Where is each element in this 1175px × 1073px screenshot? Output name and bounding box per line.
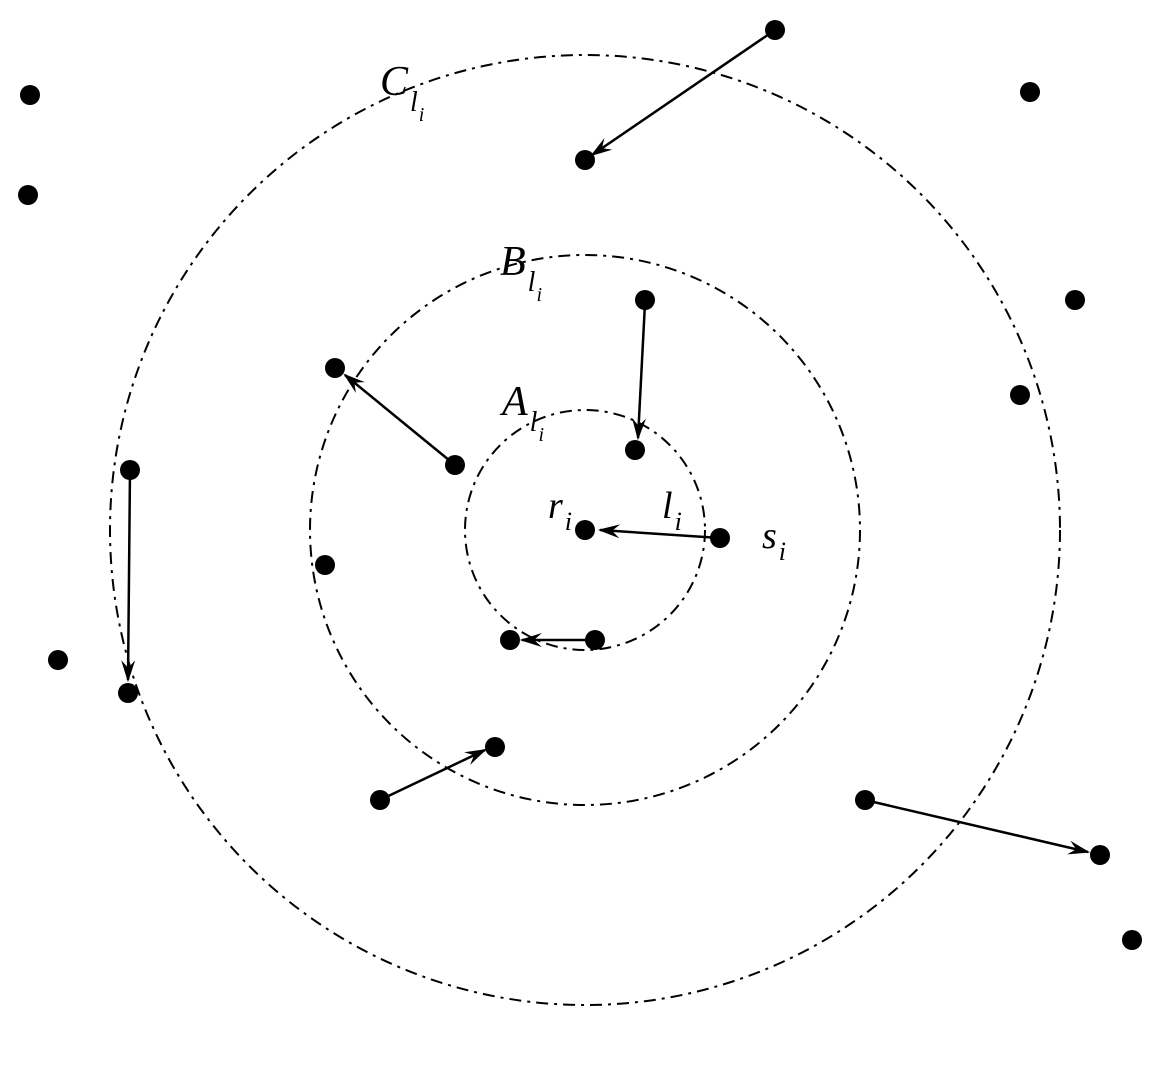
arrow-2 bbox=[638, 303, 645, 438]
node-dot-5 bbox=[445, 455, 465, 475]
node-dot-12 bbox=[765, 20, 785, 40]
node-dot-22 bbox=[48, 650, 68, 670]
label-s: si bbox=[762, 515, 786, 566]
arrow-5 bbox=[592, 30, 775, 155]
node-dot-11 bbox=[575, 150, 595, 170]
label-ring-C: Cli bbox=[380, 59, 424, 126]
node-dot-1 bbox=[710, 528, 730, 548]
node-dot-13 bbox=[120, 460, 140, 480]
node-dot-17 bbox=[1010, 385, 1030, 405]
node-dot-9 bbox=[370, 790, 390, 810]
label-r: ri bbox=[548, 485, 572, 536]
label-l: li bbox=[662, 485, 682, 536]
node-dot-2 bbox=[585, 630, 605, 650]
arrow-3 bbox=[345, 375, 455, 465]
node-dot-3 bbox=[500, 630, 520, 650]
node-dot-23 bbox=[1122, 930, 1142, 950]
node-dot-19 bbox=[1020, 82, 1040, 102]
node-dot-18 bbox=[1065, 290, 1085, 310]
node-dot-15 bbox=[855, 790, 875, 810]
arrow-6 bbox=[128, 470, 130, 680]
arrow-4 bbox=[380, 750, 485, 800]
arrow-7 bbox=[865, 800, 1088, 852]
node-dot-20 bbox=[20, 85, 40, 105]
label-ring-A: Ali bbox=[499, 379, 544, 446]
node-dot-4 bbox=[625, 440, 645, 460]
node-dot-0 bbox=[575, 520, 595, 540]
node-dot-8 bbox=[635, 290, 655, 310]
node-dot-10 bbox=[485, 737, 505, 757]
arrow-0 bbox=[600, 530, 720, 538]
node-dot-6 bbox=[325, 358, 345, 378]
node-dot-14 bbox=[118, 683, 138, 703]
node-dot-16 bbox=[1090, 845, 1110, 865]
label-ring-B: Bli bbox=[500, 239, 542, 306]
node-dot-21 bbox=[18, 185, 38, 205]
node-dot-7 bbox=[315, 555, 335, 575]
